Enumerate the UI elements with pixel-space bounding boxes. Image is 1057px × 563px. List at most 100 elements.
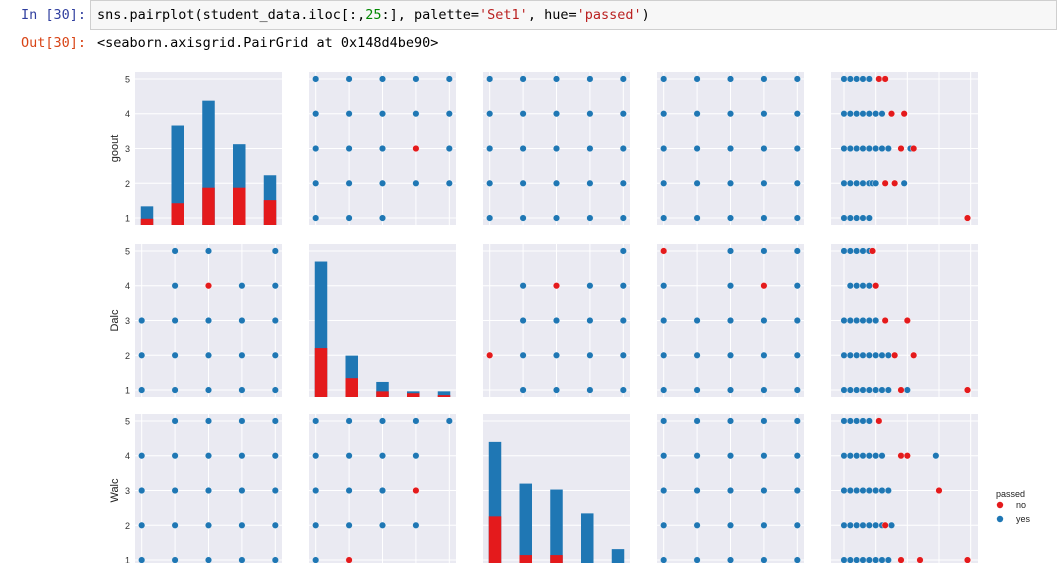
point-yes: [840, 452, 848, 460]
point-yes: [519, 386, 527, 394]
point-yes: [853, 247, 861, 255]
point-yes: [660, 386, 668, 394]
point-yes: [878, 144, 886, 152]
code-cell-input[interactable]: sns.pairplot(student_data.iloc[:,25:], p…: [90, 0, 1057, 30]
point-no: [891, 179, 899, 187]
point-yes: [312, 179, 320, 187]
point-yes: [238, 556, 246, 563]
point-yes: [727, 351, 735, 359]
point-yes: [586, 110, 594, 118]
point-no: [964, 386, 972, 394]
legend-marker-no: [996, 501, 1004, 509]
point-yes: [204, 386, 212, 394]
point-yes: [872, 144, 880, 152]
point-yes: [872, 386, 880, 394]
point-yes: [312, 214, 320, 222]
ytick-label: 1: [125, 386, 130, 396]
point-yes: [846, 282, 854, 290]
point-yes: [486, 144, 494, 152]
point-yes: [878, 487, 886, 495]
point-yes: [859, 75, 867, 83]
point-yes: [138, 452, 146, 460]
point-yes: [859, 317, 867, 325]
point-yes: [760, 487, 768, 495]
point-yes: [853, 351, 861, 359]
point-yes: [693, 521, 701, 529]
point-yes: [760, 521, 768, 529]
point-yes: [846, 521, 854, 529]
point-yes: [205, 556, 212, 563]
point-yes: [693, 487, 701, 495]
point-yes: [693, 110, 701, 118]
point-yes: [553, 75, 561, 83]
point-yes: [760, 110, 768, 118]
legend-label-no: no: [1016, 500, 1026, 510]
point-yes: [900, 179, 908, 187]
point-yes: [872, 556, 880, 563]
point-yes: [204, 317, 212, 325]
point-no: [881, 521, 889, 529]
point-no: [872, 282, 880, 290]
point-no: [881, 75, 889, 83]
panel-Walc-2: [309, 414, 456, 563]
point-no: [897, 452, 905, 460]
point-yes: [345, 452, 353, 460]
point-yes: [693, 452, 701, 460]
point-yes: [586, 179, 594, 187]
point-no: [881, 179, 889, 187]
point-yes: [840, 351, 848, 359]
point-yes: [853, 75, 861, 83]
point-no: [412, 487, 420, 495]
point-yes: [445, 110, 453, 118]
point-yes: [619, 110, 627, 118]
point-yes: [660, 452, 668, 460]
point-yes: [760, 317, 768, 325]
point-no: [897, 386, 905, 394]
point-yes: [312, 521, 320, 529]
point-yes: [853, 214, 861, 222]
point-yes: [888, 521, 896, 529]
point-yes: [271, 386, 279, 394]
point-yes: [379, 452, 387, 460]
point-yes: [853, 556, 861, 563]
point-yes: [171, 282, 179, 290]
hist-bar-no: [314, 348, 328, 397]
point-yes: [586, 282, 594, 290]
point-yes: [884, 144, 892, 152]
point-yes: [865, 351, 873, 359]
hist-bar-yes: [437, 391, 451, 397]
point-yes: [379, 521, 387, 529]
panel-goout-4: [657, 72, 804, 225]
point-yes: [312, 75, 320, 83]
point-yes: [846, 386, 854, 394]
point-yes: [853, 521, 861, 529]
point-yes: [846, 417, 854, 425]
point-yes: [204, 487, 212, 495]
point-yes: [660, 282, 668, 290]
point-yes: [693, 351, 701, 359]
point-yes: [693, 179, 701, 187]
point-yes: [619, 282, 627, 290]
ytick-label: 5: [125, 416, 130, 426]
point-yes: [760, 144, 768, 152]
hist-bar-no: [263, 200, 277, 225]
point-no: [935, 487, 943, 495]
ytick-label: 1: [125, 214, 130, 224]
point-yes: [884, 386, 892, 394]
panel-Dalc-3: [483, 244, 630, 397]
ytick-label: 4: [125, 281, 130, 291]
point-yes: [486, 214, 494, 222]
point-yes: [840, 521, 848, 529]
point-yes: [760, 247, 768, 255]
point-yes: [760, 417, 768, 425]
point-yes: [760, 386, 768, 394]
point-yes: [553, 386, 561, 394]
point-yes: [519, 282, 527, 290]
point-yes: [859, 179, 867, 187]
point-yes: [519, 144, 527, 152]
point-no: [897, 556, 905, 563]
point-yes: [412, 179, 420, 187]
point-yes: [619, 75, 627, 83]
panel-goout-3: [483, 72, 630, 225]
